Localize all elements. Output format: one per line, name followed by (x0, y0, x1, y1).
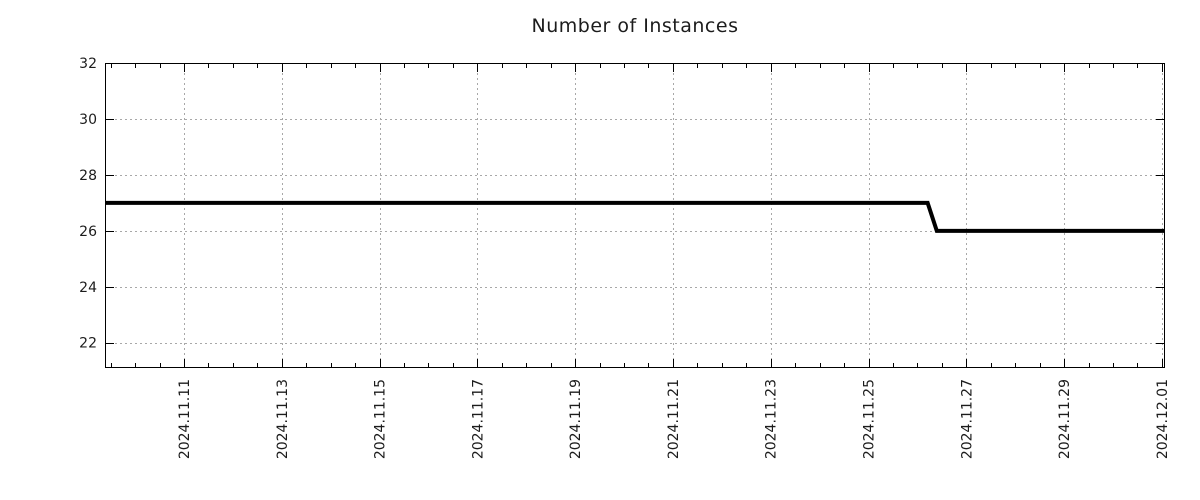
y-tick-label: 26 (79, 224, 97, 240)
y-tick-label: 28 (79, 168, 97, 184)
x-tick-label: 2024.11.21 (666, 379, 682, 459)
x-tick-label: 2024.11.27 (959, 379, 975, 459)
x-tick-label: 2024.11.15 (373, 379, 389, 459)
y-tick-labels: 22 24 26 28 30 32 (79, 56, 97, 352)
x-tick-label: 2024.11.13 (275, 379, 291, 459)
y-tick-label: 32 (79, 56, 97, 72)
plot-border (105, 63, 1165, 368)
y-tick-label: 30 (79, 112, 97, 128)
series (105, 200, 1165, 233)
x-tick-label: 2024.11.17 (470, 379, 486, 459)
x-tick-label: 2024.11.29 (1057, 379, 1073, 459)
chart-title: Number of Instances (531, 15, 739, 37)
gridlines (105, 63, 1165, 368)
x-tick-label: 2024.11.19 (568, 379, 584, 459)
axis-ticks (105, 63, 1165, 368)
x-tick-label: 2024.11.23 (764, 379, 780, 459)
y-tick-label: 22 (79, 336, 97, 352)
series-line-instances (105, 200, 1165, 233)
x-tick-label: 2024.11.11 (177, 379, 193, 459)
x-tick-label: 2024.12.01 (1155, 379, 1171, 459)
x-tick-label: 2024.11.25 (862, 379, 878, 459)
x-tick-labels: 2024.11.11 2024.11.13 2024.11.15 2024.11.17… (177, 379, 1171, 459)
y-tick-label: 24 (79, 280, 97, 296)
